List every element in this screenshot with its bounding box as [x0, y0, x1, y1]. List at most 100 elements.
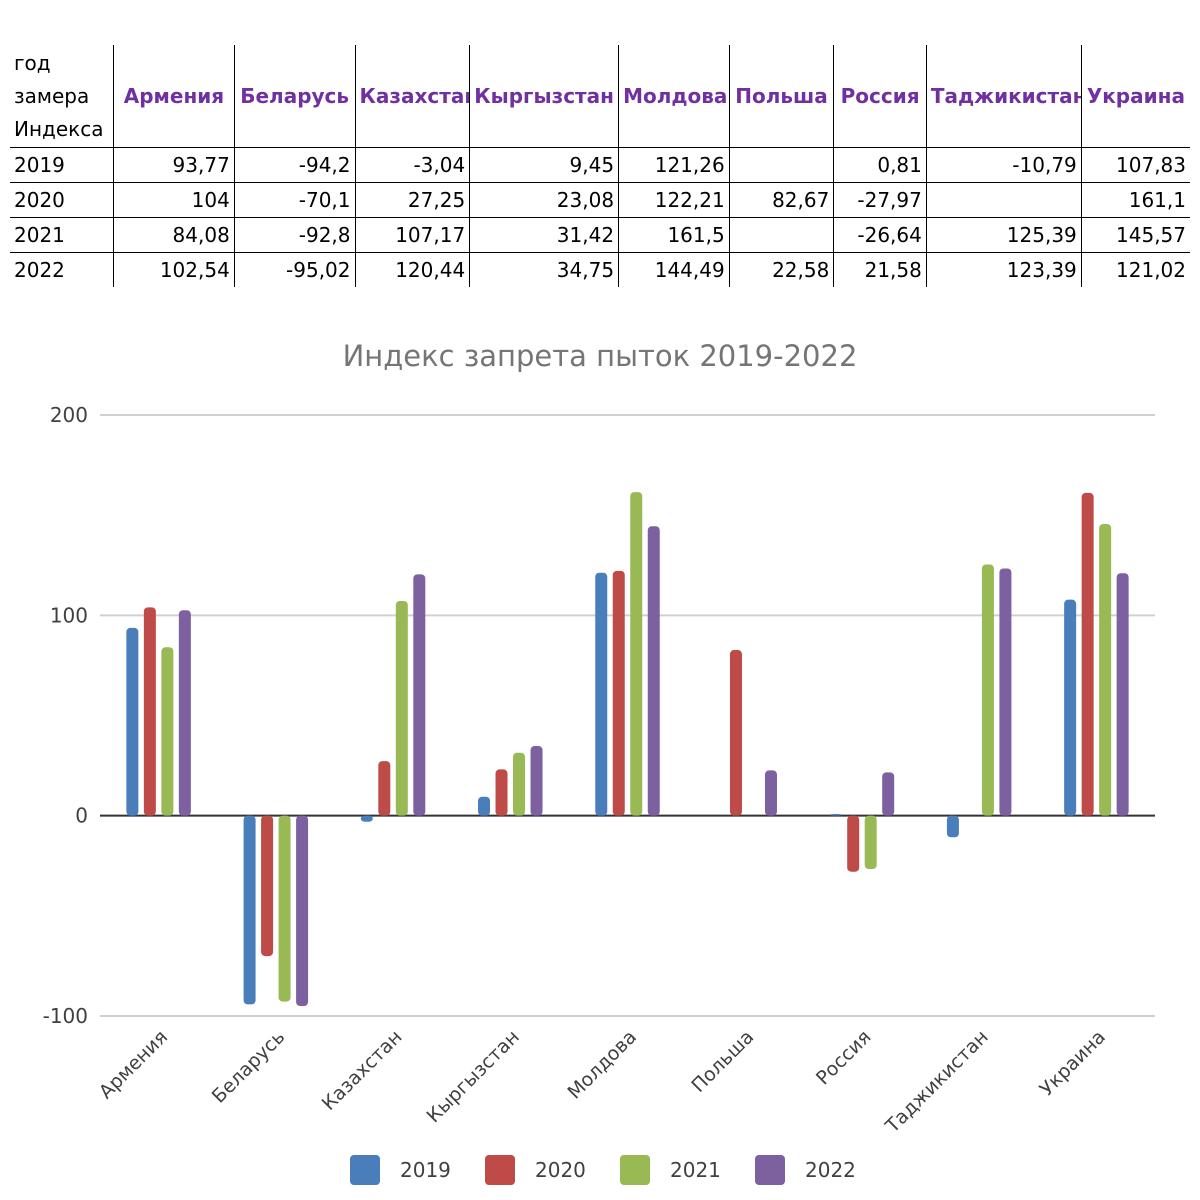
- bar-2020-2: [378, 761, 391, 816]
- bar-2020-5: [729, 650, 742, 816]
- bar-2021-1: [278, 815, 291, 1002]
- legend-swatch: [620, 1155, 650, 1185]
- table-cell: [728, 217, 834, 253]
- table-cell: -10,79: [925, 147, 1082, 183]
- bar-2019-1: [243, 815, 256, 1005]
- table-row: 2022 102,54 -95,02 120,44 34,75 144,49 22,58 21…: [10, 252, 1190, 287]
- table-cell: -26,64: [833, 217, 927, 253]
- table-cell: -70,1: [233, 182, 356, 218]
- table-column-header: Россия: [833, 45, 927, 148]
- table-cell: -3,04: [354, 147, 470, 183]
- table-cell: 120,44: [354, 252, 470, 287]
- table-cell: 9,45: [469, 147, 619, 183]
- table-cell: 104: [113, 182, 235, 218]
- bar-2019-7: [946, 815, 959, 838]
- bar-2022-5: [764, 770, 777, 816]
- bar-2020-8: [1081, 492, 1094, 816]
- table-cell: 144,49: [618, 252, 730, 287]
- legend-swatch: [755, 1155, 785, 1185]
- table-cell: 0,81: [833, 147, 927, 183]
- table-column-header: Таджикистан: [925, 45, 1082, 148]
- legend-layer: 2019 2020 2021 2022: [350, 1155, 856, 1185]
- table-cell: -95,02: [233, 252, 356, 287]
- bar-2022-1: [296, 815, 309, 1007]
- bar-2020-4: [612, 570, 625, 816]
- table-cell: 123,39: [925, 252, 1082, 287]
- bars-layer: [126, 492, 1129, 1007]
- bar-2019-3: [478, 796, 491, 816]
- y-tick-label: 100: [50, 603, 88, 627]
- table-cell: 107,17: [354, 217, 470, 253]
- x-tick-label: Таджикистан: [881, 1026, 993, 1138]
- bar-2019-8: [1064, 599, 1077, 816]
- table-cell: 121,26: [618, 147, 730, 183]
- bar-2022-7: [999, 568, 1012, 816]
- table-row: 2020 104 -70,1 27,25 23,08 122,21 82,67 -27,97 1…: [10, 182, 1190, 218]
- bar-2022-4: [647, 526, 660, 816]
- bar-2022-8: [1116, 573, 1129, 816]
- table-cell: 21,58: [833, 252, 927, 287]
- table-year-cell: 2022: [10, 252, 114, 287]
- legend-swatch: [350, 1155, 380, 1185]
- table-cell: -94,2: [233, 147, 356, 183]
- bar-2019-4: [595, 572, 608, 816]
- legend-label: 2019: [400, 1158, 451, 1182]
- table-column-header: Украина: [1080, 45, 1190, 148]
- table-cell: [925, 182, 1082, 218]
- y-tick-label: 0: [75, 804, 88, 828]
- bar-2019-0: [126, 627, 139, 816]
- x-tick-label: Украина: [1036, 1026, 1110, 1100]
- table-row: 2021 84,08 -92,8 107,17 31,42 161,5 -26,64 125,…: [10, 217, 1190, 253]
- bar-2021-0: [161, 647, 174, 816]
- x-tick-label: Беларусь: [208, 1026, 290, 1108]
- table-cell: 34,75: [469, 252, 619, 287]
- table-cell: 121,02: [1080, 252, 1190, 287]
- table-year-cell: 2019: [10, 147, 114, 183]
- table-cell: [728, 147, 834, 183]
- bar-2021-4: [630, 492, 643, 816]
- table-cell: 93,77: [113, 147, 235, 183]
- chart-title: Индекс запрета пыток 2019-2022: [343, 339, 858, 373]
- bar-2020-3: [495, 769, 508, 816]
- x-tick-label: Армения: [95, 1026, 172, 1103]
- grid-layer: [100, 414, 1155, 1017]
- bar-2019-2: [360, 815, 373, 822]
- table-cell: 102,54: [113, 252, 235, 287]
- data-table: год замера Индекса Армения Беларусь Казахс…: [10, 45, 1190, 287]
- table-column-header: Казахстан: [354, 45, 470, 148]
- bar-2020-6: [847, 815, 860, 872]
- x-tick-label: Молдова: [563, 1026, 641, 1104]
- bar-2021-6: [864, 815, 877, 870]
- bar-2021-8: [1099, 524, 1112, 816]
- labels-layer: 200 100 0 -100 Армения Беларусь Казахстан Кыргы…: [43, 403, 1110, 1138]
- legend-label: 2021: [670, 1158, 721, 1182]
- table-header-row: год замера Индекса Армения Беларусь Казахс…: [10, 45, 1190, 148]
- table-column-header: Беларусь: [233, 45, 356, 148]
- x-tick-label: Казахстан: [318, 1026, 407, 1115]
- table-cell: 161,5: [618, 217, 730, 253]
- bar-2020-1: [261, 815, 274, 957]
- table-cell: 161,1: [1080, 182, 1190, 218]
- bar-2022-6: [882, 772, 895, 816]
- table-cell: 84,08: [113, 217, 235, 253]
- table-cell: 125,39: [925, 217, 1082, 253]
- x-tick-label: Кыргызстан: [423, 1026, 524, 1127]
- bar-2022-0: [178, 610, 191, 816]
- table-cell: 122,21: [618, 182, 730, 218]
- y-tick-label: -100: [43, 1004, 88, 1028]
- table-corner-header: год замера Индекса: [14, 50, 104, 141]
- table-year-cell: 2020: [10, 182, 114, 218]
- bar-2021-2: [395, 600, 408, 816]
- bar-2021-3: [513, 752, 526, 816]
- table-row: 2019 93,77 -94,2 -3,04 9,45 121,26 0,81 -10,79 1…: [10, 147, 1190, 183]
- bar-2021-7: [981, 564, 994, 816]
- table-cell: 22,58: [728, 252, 834, 287]
- table-cell: 31,42: [469, 217, 619, 253]
- bar-2022-2: [413, 574, 426, 816]
- table-cell: 27,25: [354, 182, 470, 218]
- legend-label: 2022: [805, 1158, 856, 1182]
- bar-2019-6: [829, 814, 842, 816]
- table-cell: 107,83: [1080, 147, 1190, 183]
- table-year-cell: 2021: [10, 217, 114, 253]
